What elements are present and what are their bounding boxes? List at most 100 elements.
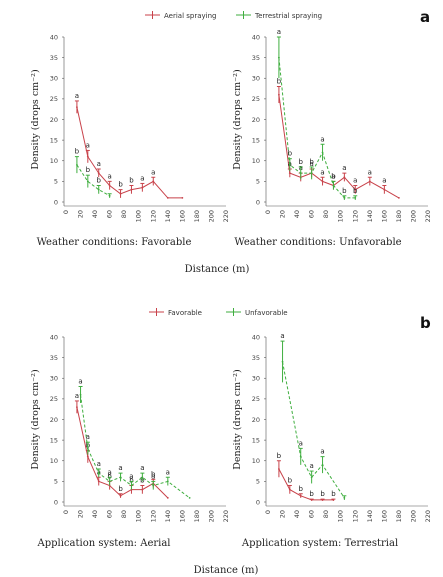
significance-label: b [129, 177, 134, 185]
data-point [288, 488, 291, 491]
significance-label: a [140, 464, 144, 472]
significance-label: a [342, 164, 346, 172]
caption-weather-favorable: Weather conditions: Favorable [37, 237, 192, 248]
x-tick-label: 200 [207, 210, 215, 222]
x-tick-label: 0 [264, 510, 272, 514]
y-tick-label: 5 [54, 478, 58, 486]
x-tick-label: 20 [279, 210, 287, 218]
significance-label: a [118, 464, 122, 472]
y-tick-label: 5 [256, 478, 260, 486]
series-line-0 [278, 468, 334, 501]
y-axis-title: Density (drops cm⁻²) [30, 369, 41, 469]
significance-label: a [78, 378, 82, 386]
data-point [321, 180, 324, 183]
data-point [76, 406, 78, 409]
series-line-1 [76, 164, 110, 197]
data-point [86, 180, 89, 183]
data-point [97, 480, 100, 483]
y-tick-label: 40 [50, 333, 58, 341]
data-point [86, 155, 89, 158]
data-point [398, 196, 400, 199]
x-tick-label: 80 [322, 210, 330, 218]
x-tick-label: 0 [62, 510, 70, 514]
significance-label: b [288, 150, 293, 158]
significance-label: a [86, 141, 90, 149]
y-tick-label: 35 [252, 54, 260, 62]
y-tick-label: 15 [50, 136, 58, 144]
x-tick-label: 40 [293, 510, 301, 518]
significance-label: b [309, 490, 314, 498]
x-tick-label: 180 [395, 210, 403, 222]
significance-label: a [151, 472, 155, 480]
x-tick-label: 200 [409, 510, 417, 522]
caption-weather-unfavorable: Weather conditions: Unfavorable [234, 237, 401, 248]
y-tick-label: 5 [256, 178, 260, 186]
significance-label: b [75, 148, 80, 156]
data-point [278, 93, 280, 96]
x-tick-label: 220 [222, 210, 230, 222]
x-tick-label: 120 [351, 210, 359, 222]
data-point [86, 455, 89, 458]
y-tick-label: 40 [50, 33, 58, 41]
significance-label: a [320, 135, 324, 143]
y-tick-label: 0 [256, 198, 260, 206]
data-point [152, 180, 155, 183]
y-tick-label: 15 [50, 436, 58, 444]
y-tick-label: 40 [252, 33, 260, 41]
significance-label: b [331, 172, 336, 180]
data-point [332, 184, 335, 187]
data-point [343, 176, 346, 179]
data-point [76, 163, 78, 166]
significance-label: b [277, 78, 282, 86]
y-tick-label: 30 [50, 75, 58, 83]
data-point [152, 484, 155, 487]
x-tick-label: 120 [351, 510, 359, 522]
y-axis-title: Density (drops cm⁻²) [232, 369, 243, 469]
x-tick-label: 60 [308, 510, 316, 518]
y-tick-label: 35 [252, 354, 260, 362]
y-tick-label: 35 [50, 54, 58, 62]
data-point [119, 494, 122, 497]
data-point [181, 196, 184, 199]
data-point [97, 188, 100, 191]
legend-b-item-2: Unfavorable [245, 309, 288, 317]
x-tick-label: 100 [135, 210, 143, 222]
significance-label: a [277, 28, 281, 36]
data-point [76, 106, 78, 109]
xaxis-title-b: Distance (m) [194, 565, 259, 576]
data-point [343, 196, 346, 199]
y-tick-label: 30 [252, 375, 260, 383]
x-tick-label: 140 [366, 510, 374, 522]
significance-label: b [86, 166, 91, 174]
data-point [79, 393, 82, 396]
significance-label: a [97, 160, 101, 168]
data-point [130, 484, 133, 487]
data-point [86, 447, 89, 450]
data-point [310, 476, 313, 479]
significance-label: a [280, 332, 284, 340]
subplot-system-aerial: 0 5 10 15 20 25 30 35 40 0 20 40 60 80 100 120 140 160 180… [30, 333, 230, 522]
significance-label: a [129, 472, 133, 480]
significance-label: a [140, 174, 144, 182]
significance-label: a [107, 172, 111, 180]
significance-label: b [107, 472, 112, 480]
y-tick-label: 30 [50, 375, 58, 383]
x-tick-label: 140 [366, 210, 374, 222]
series-line-1 [80, 394, 190, 499]
data-point [119, 192, 122, 195]
subplot-system-terrestrial: 0 5 10 15 20 25 30 35 40 0 20 40 60 80 100 120 140 160 180… [232, 332, 432, 522]
significance-label: b [118, 485, 123, 493]
significance-label: a [331, 172, 335, 180]
data-point [108, 194, 111, 197]
x-tick-label: 40 [293, 210, 301, 218]
significance-label: a [309, 462, 313, 470]
significance-label: b [151, 470, 156, 478]
y-tick-label: 0 [256, 498, 260, 506]
x-tick-label: 80 [322, 510, 330, 518]
significance-label: a [75, 392, 79, 400]
data-point [278, 468, 280, 470]
y-tick-label: 10 [252, 457, 260, 465]
x-tick-label: 180 [193, 510, 201, 522]
legend-a-item-2: Terrestrial spraying [254, 12, 322, 20]
